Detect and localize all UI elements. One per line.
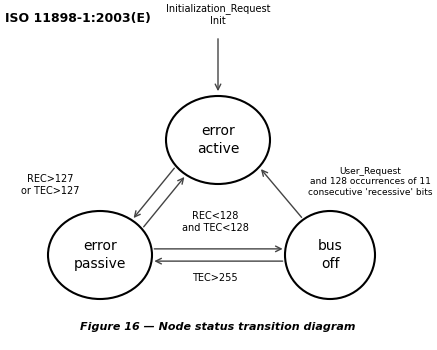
Ellipse shape	[48, 211, 152, 299]
Text: TEC>255: TEC>255	[192, 273, 238, 283]
Text: ISO 11898-1:2003(E): ISO 11898-1:2003(E)	[5, 12, 151, 25]
Text: error
active: error active	[197, 124, 239, 156]
Text: error
passive: error passive	[74, 239, 126, 271]
Text: REC<128
and TEC<128: REC<128 and TEC<128	[181, 211, 249, 233]
Ellipse shape	[166, 96, 270, 184]
Text: REC>127
or TEC>127: REC>127 or TEC>127	[21, 174, 79, 196]
Text: bus
off: bus off	[318, 239, 342, 271]
Text: Figure 16 — Node status transition diagram: Figure 16 — Node status transition diagr…	[80, 322, 356, 332]
Text: Initialization_Request
Init: Initialization_Request Init	[166, 4, 270, 26]
Ellipse shape	[285, 211, 375, 299]
Text: User_Request
and 128 occurrences of 11
consecutive 'recessive' bits: User_Request and 128 occurrences of 11 c…	[308, 167, 432, 197]
